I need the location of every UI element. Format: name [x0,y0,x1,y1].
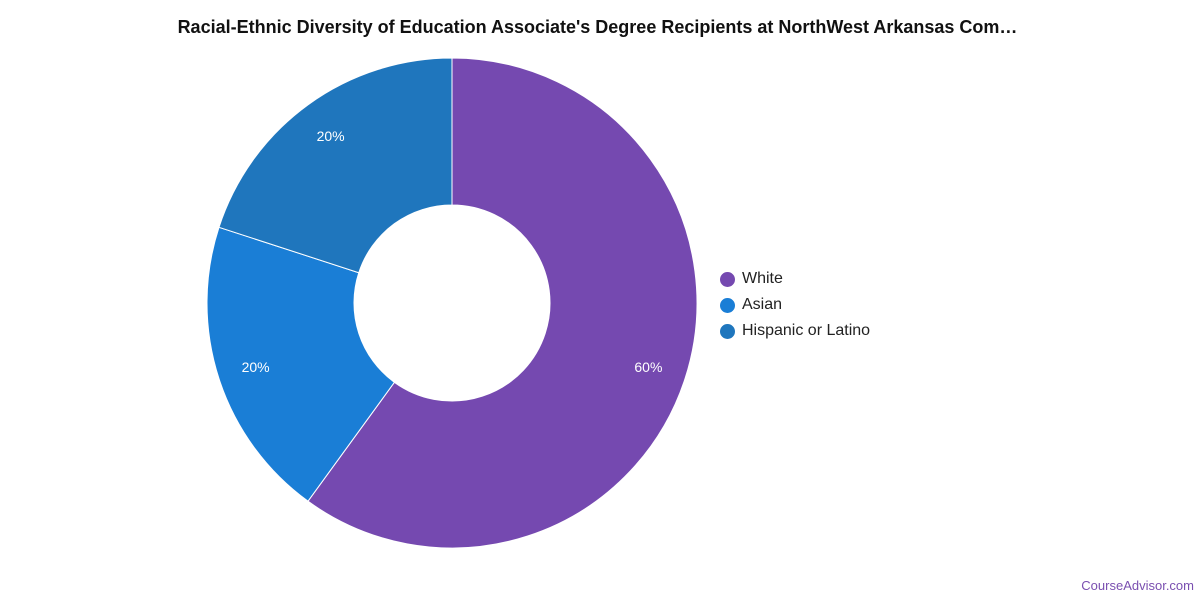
legend-label-asian: Asian [742,296,783,313]
slice-asian[interactable] [206,226,396,502]
source-credit[interactable]: CourseAdvisor.com [1081,578,1194,593]
slice-label-white: 60% [634,359,662,375]
legend-item-hispanic-or-latino[interactable]: Hispanic or Latino [720,318,870,344]
slice-white[interactable] [307,57,698,549]
slice-label-hispanic-or-latino: 20% [317,128,345,144]
legend: White Asian Hispanic or Latino [720,266,870,344]
slice-label-asian: 20% [242,359,270,375]
chart-title: Racial-Ethnic Diversity of Education Ass… [177,17,1018,37]
legend-marker-asian [720,297,735,313]
legend-label-white: White [742,270,783,287]
legend-marker-hispanic-or-latino [720,323,735,339]
legend-label-hispanic-or-latino: Hispanic or Latino [742,322,871,339]
legend-item-asian[interactable]: Asian [720,292,870,318]
slice-hispanic-or-latino[interactable] [218,57,453,274]
legend-marker-white [720,271,735,287]
legend-item-white[interactable]: White [720,266,870,292]
